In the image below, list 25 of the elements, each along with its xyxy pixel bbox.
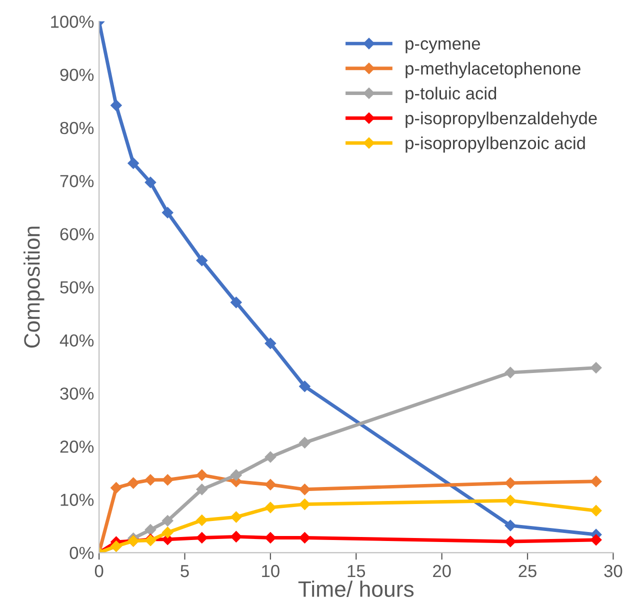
- y-tick-label: 70%: [60, 174, 94, 188]
- y-tick-label: 30%: [60, 387, 94, 400]
- y-tick-label: 50%: [60, 281, 94, 294]
- y-tick-label: 60%: [60, 228, 94, 240]
- x-axis-title: Time/ hours: [298, 580, 414, 597]
- y-tick-label: 0%: [70, 546, 94, 560]
- y-tick-label: 20%: [60, 440, 94, 453]
- y-tick-label: 80%: [60, 122, 94, 134]
- legend-label: p-isopropylbenzoic acid: [406, 136, 585, 153]
- x-tick-label: 20: [433, 564, 451, 578]
- x-tick-label: 15: [348, 565, 366, 578]
- legend-label: p-methylacetophenone: [406, 62, 580, 78]
- legend-label: p-isopropylbenzaldehyde: [406, 112, 597, 128]
- y-tick-label: 40%: [60, 334, 94, 347]
- x-tick-label: 25: [518, 564, 536, 578]
- y-tick-label: 100%: [51, 16, 94, 28]
- y-tick-label: 90%: [60, 68, 94, 82]
- x-tick-label: 10: [262, 564, 280, 578]
- y-axis-title: Composition: [24, 226, 44, 348]
- x-tick-label: 5: [180, 565, 189, 578]
- y-tick-label: 10%: [60, 494, 94, 506]
- legend-label: p-toluic acid: [406, 86, 496, 103]
- x-tick-label: 0: [94, 564, 104, 578]
- legend-label: p-cymene: [406, 40, 480, 54]
- x-tick-label: 30: [604, 564, 622, 578]
